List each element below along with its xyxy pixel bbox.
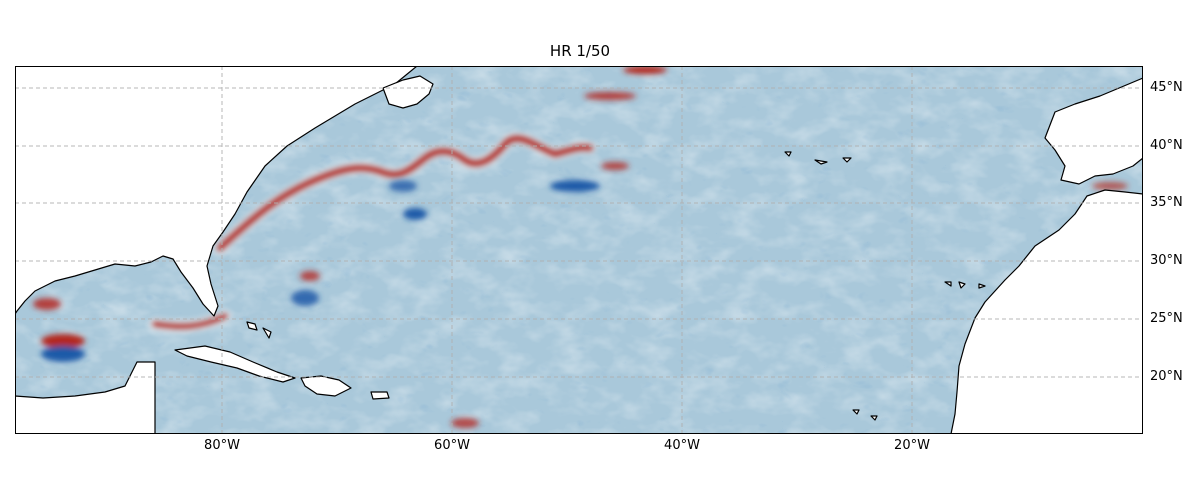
map-frame [15, 66, 1143, 434]
gridlines [15, 66, 1143, 434]
lat-label-40n: 40°N [1150, 138, 1183, 153]
lat-label-20n: 20°N [1150, 369, 1183, 384]
north-america [15, 66, 418, 317]
lat-label-45n: 45°N [1150, 80, 1183, 95]
lon-label-80w: 80°W [204, 438, 240, 453]
map-title: HR 1/50 [549, 42, 611, 60]
azores [784, 151, 852, 165]
lon-label-20w: 20°W [894, 438, 930, 453]
cape-verde [852, 409, 878, 421]
newfoundland [382, 75, 434, 109]
land [15, 66, 1143, 434]
bahamas [246, 321, 272, 339]
lon-label-60w: 60°W [434, 438, 470, 453]
lon-label-40w: 40°W [664, 438, 700, 453]
puerto-rico [370, 391, 390, 400]
iberia [1044, 77, 1143, 185]
yucatan-region [15, 361, 156, 434]
lat-label-25n: 25°N [1150, 311, 1183, 326]
africa [950, 189, 1143, 434]
eddies [33, 66, 1128, 428]
lat-label-35n: 35°N [1150, 195, 1183, 210]
canary-islands [944, 281, 986, 289]
lat-label-30n: 30°N [1150, 253, 1183, 268]
cuba [174, 345, 296, 383]
ocean-map [15, 66, 1143, 434]
